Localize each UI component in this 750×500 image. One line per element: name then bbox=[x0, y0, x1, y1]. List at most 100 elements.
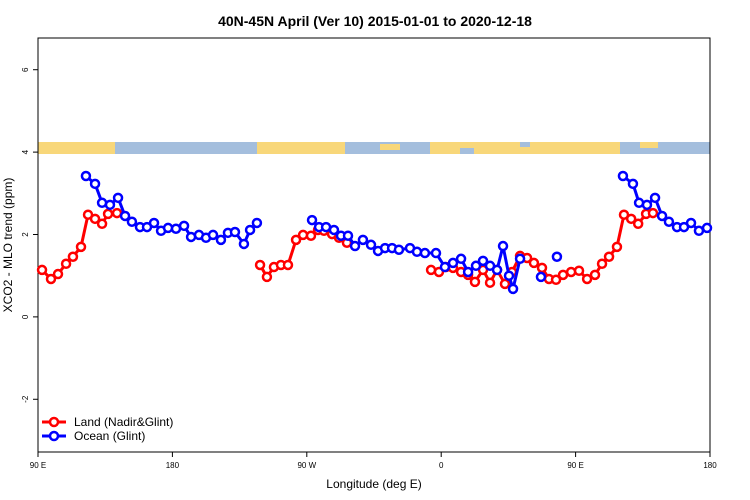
data-point bbox=[111, 207, 123, 219]
data-point bbox=[632, 218, 644, 230]
land-ocean-strip bbox=[38, 142, 710, 154]
land-band bbox=[38, 142, 115, 154]
data-point bbox=[470, 260, 482, 272]
data-point bbox=[261, 271, 273, 283]
data-point bbox=[75, 241, 87, 253]
data-point bbox=[178, 220, 190, 232]
land-band bbox=[430, 142, 620, 154]
data-point bbox=[617, 170, 629, 182]
y-axis-label: XCO2 - MLO trend (ppm) bbox=[1, 178, 15, 313]
data-point bbox=[305, 230, 317, 241]
data-point bbox=[365, 239, 377, 251]
data-point bbox=[469, 276, 481, 288]
x-tick-label: 90 W bbox=[297, 461, 316, 470]
data-point bbox=[119, 210, 131, 222]
y-tick-label: -2 bbox=[21, 395, 30, 403]
data-point bbox=[238, 238, 250, 250]
data-point bbox=[596, 258, 608, 269]
data-point bbox=[215, 234, 227, 246]
data-point bbox=[497, 240, 509, 252]
data-point bbox=[455, 253, 467, 265]
x-tick-label: 90 E bbox=[567, 461, 583, 470]
data-point bbox=[306, 214, 318, 226]
data-point bbox=[102, 208, 114, 220]
data-point bbox=[603, 251, 615, 262]
data-point bbox=[550, 274, 562, 286]
data-point bbox=[36, 264, 48, 276]
data-point bbox=[507, 283, 519, 295]
data-point bbox=[419, 247, 431, 259]
data-point bbox=[565, 266, 577, 278]
data-point bbox=[244, 224, 256, 236]
data-point bbox=[701, 222, 713, 234]
y-tick-label: 6 bbox=[21, 67, 30, 72]
plot-frame bbox=[37, 37, 711, 453]
data-point bbox=[357, 234, 369, 246]
data-point bbox=[170, 223, 182, 234]
data-point bbox=[528, 257, 540, 269]
data-point bbox=[627, 178, 639, 190]
data-point bbox=[649, 192, 661, 204]
data-point bbox=[60, 258, 72, 269]
data-point bbox=[641, 199, 653, 211]
data-point bbox=[439, 261, 451, 273]
data-point bbox=[536, 262, 548, 274]
ocean-band bbox=[520, 142, 530, 147]
data-point bbox=[573, 265, 585, 276]
data-point bbox=[430, 247, 442, 259]
data-point bbox=[477, 255, 489, 267]
data-point bbox=[96, 218, 108, 230]
data-point bbox=[647, 207, 659, 219]
data-point bbox=[656, 210, 668, 222]
legend-label: Land (Nadir&Glint) bbox=[74, 415, 173, 429]
data-point bbox=[45, 273, 57, 285]
data-point bbox=[581, 273, 593, 285]
x-tick-label: 180 bbox=[703, 461, 717, 470]
data-point bbox=[503, 270, 515, 281]
chart-title: 40N-45N April (Ver 10) 2015-01-01 to 202… bbox=[218, 13, 532, 29]
data-point bbox=[67, 251, 79, 262]
x-tick-label: 180 bbox=[166, 461, 180, 470]
data-point bbox=[589, 269, 601, 281]
data-point bbox=[349, 240, 361, 252]
data-point bbox=[254, 259, 266, 271]
data-point bbox=[342, 230, 354, 241]
data-point bbox=[52, 268, 64, 280]
data-point bbox=[625, 213, 637, 225]
data-point bbox=[447, 257, 459, 269]
land-band bbox=[380, 144, 400, 150]
data-point bbox=[685, 217, 697, 229]
data-point bbox=[290, 234, 302, 246]
data-point bbox=[551, 251, 563, 262]
data-point bbox=[89, 178, 101, 190]
data-point bbox=[491, 264, 503, 276]
data-point bbox=[663, 216, 675, 227]
data-point bbox=[462, 266, 474, 278]
data-point bbox=[207, 229, 219, 241]
data-point bbox=[104, 199, 116, 211]
y-tick-label: 0 bbox=[21, 314, 30, 319]
ocean-band bbox=[460, 148, 474, 154]
data-point bbox=[282, 259, 294, 271]
data-point bbox=[89, 213, 101, 225]
data-point bbox=[557, 269, 569, 281]
y-tick-label: 4 bbox=[21, 149, 30, 154]
data-point bbox=[126, 216, 138, 227]
x-tick-label: 90 E bbox=[30, 461, 46, 470]
x-tick-label: 0 bbox=[439, 461, 444, 470]
data-point bbox=[393, 244, 405, 255]
data-point bbox=[535, 271, 547, 283]
data-point bbox=[484, 277, 496, 288]
data-point bbox=[148, 217, 160, 229]
y-tick-label: 2 bbox=[21, 232, 30, 237]
land-band bbox=[257, 142, 345, 154]
data-point bbox=[112, 192, 124, 204]
legend-label: Ocean (Glint) bbox=[74, 429, 145, 443]
data-point bbox=[514, 253, 526, 265]
data-point bbox=[499, 278, 511, 290]
data-point bbox=[251, 217, 263, 229]
x-axis-label: Longitude (deg E) bbox=[326, 477, 421, 491]
legend-marker bbox=[48, 430, 60, 442]
land-band bbox=[640, 142, 658, 148]
